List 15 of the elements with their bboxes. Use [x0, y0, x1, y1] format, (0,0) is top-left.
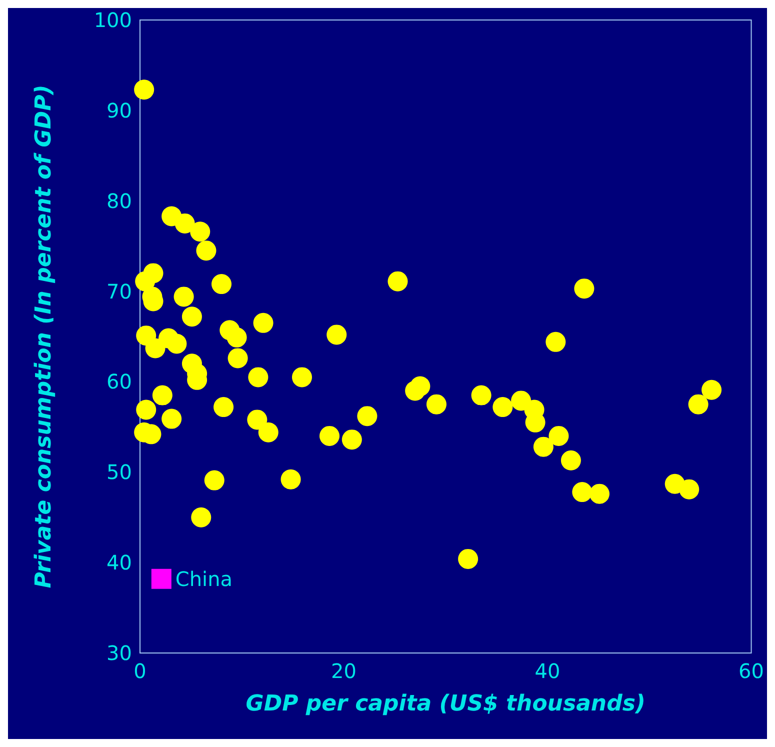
x-tick-label: 20: [331, 659, 356, 683]
y-tick-label: 100: [94, 8, 132, 32]
x-axis-title: GDP per capita (US$ thousands): [246, 692, 646, 716]
x-tick-label: 40: [534, 659, 560, 683]
y-tick-label: 80: [106, 188, 132, 213]
y-tick-label: 70: [106, 279, 132, 304]
x-tick-label: 0: [134, 659, 146, 683]
x-tick-label: 60: [738, 659, 764, 683]
y-tick-label: 50: [106, 460, 132, 484]
y-axis-title: Private consumption (In percent of GDP): [32, 84, 56, 588]
y-tick-label: 60: [106, 370, 132, 394]
y-tick-label: 30: [106, 641, 132, 665]
y-tick-label: 90: [106, 98, 132, 122]
y-tick-label: 40: [106, 550, 132, 575]
series-label: China: [175, 566, 233, 591]
